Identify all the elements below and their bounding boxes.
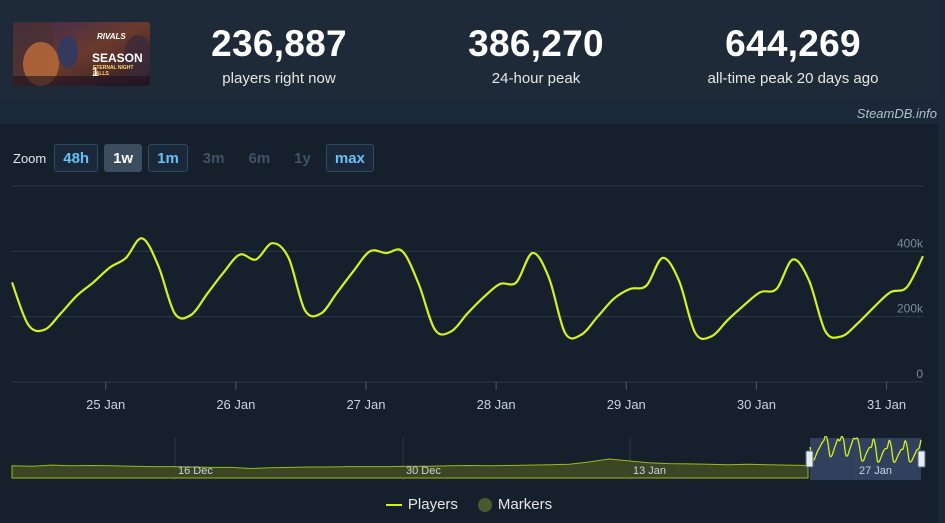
stat-value: 644,269 <box>725 23 861 64</box>
zoom-6m-button: 6m <box>248 149 271 167</box>
x-tick-label: 26 Jan <box>216 397 255 412</box>
banner-subtitle: ETERNAL NIGHT FALLS <box>93 65 134 77</box>
navigator-right-handle[interactable] <box>917 450 926 468</box>
range-navigator[interactable]: 16 Dec 30 Dec 13 Jan 27 Jan <box>0 436 945 482</box>
stat-all-time-peak: 644,269 all-time peak 20 days ago <box>673 23 913 88</box>
chart-grid <box>12 185 923 383</box>
x-tick-label: 29 Jan <box>607 397 646 412</box>
navigator-selection-line <box>809 436 922 463</box>
y-tick-label: 200k <box>897 302 924 316</box>
x-tick-label: 31 Jan <box>867 397 906 412</box>
banner-title: SEASON 1 <box>92 51 143 79</box>
zoom-1m-button[interactable]: 1m <box>148 144 188 172</box>
chart-legend: Players Markers <box>0 496 938 513</box>
stats-header: RIVALS SEASON 1 ETERNAL NIGHT FALLS 236,… <box>0 0 938 101</box>
legend-markers-label: Markers <box>497 496 553 513</box>
navigator-label: 27 Jan <box>859 465 892 477</box>
y-tick-label: 400k <box>897 236 924 250</box>
steamdb-credit-link[interactable]: SteamDB.info <box>856 106 937 121</box>
stat-label: 24-hour peak <box>491 70 581 87</box>
players-series-line <box>10 237 924 341</box>
legend-players-label: Players <box>407 496 458 513</box>
banner-logo: RIVALS <box>97 32 126 41</box>
navigator-area <box>11 458 809 479</box>
zoom-1w-button[interactable]: 1w <box>104 144 143 172</box>
game-banner-art <box>13 22 150 86</box>
x-tick-label: 27 Jan <box>346 397 385 412</box>
zoom-1y-button: 1y <box>294 149 311 167</box>
zoom-max-button[interactable]: max <box>325 144 374 172</box>
stat-label: all-time peak 20 days ago <box>707 70 879 87</box>
navigator-label: 16 Dec <box>178 465 213 477</box>
y-axis-ticks: 0 200k 400k <box>897 236 924 381</box>
zoom-controls: Zoom 48h 1w 1m 3m 6m 1y max <box>13 144 380 172</box>
zoom-label: Zoom <box>13 150 47 166</box>
navigator-label: 13 Jan <box>633 465 666 477</box>
stat-value: 386,270 <box>468 23 604 64</box>
x-tick-label: 30 Jan <box>737 397 776 412</box>
zoom-3m-button: 3m <box>202 149 225 167</box>
x-tick-label: 28 Jan <box>477 397 516 412</box>
y-tick-label: 0 <box>916 367 923 381</box>
legend-dot-icon <box>477 497 492 512</box>
game-banner[interactable]: RIVALS SEASON 1 ETERNAL NIGHT FALLS <box>13 22 150 86</box>
legend-players[interactable]: Players <box>385 496 458 513</box>
stat-value: 236,887 <box>211 23 347 64</box>
stat-current-players: 236,887 players right now <box>159 23 399 88</box>
x-axis-ticks: 25 Jan 26 Jan 27 Jan 28 Jan 29 Jan 30 Jan 31 J… <box>86 382 906 412</box>
stat-24h-peak: 386,270 24-hour peak <box>416 23 656 88</box>
legend-markers[interactable]: Markers <box>477 496 553 513</box>
navigator-left-handle[interactable] <box>805 450 814 468</box>
players-line-chart[interactable]: 0 200k 400k 25 Jan 26 Jan 27 Jan 28 Jan 29 Jan… <box>0 180 945 450</box>
navigator-label: 30 Dec <box>406 465 441 477</box>
x-tick-label: 25 Jan <box>86 397 125 412</box>
navigator-labels: 16 Dec 30 Dec 13 Jan 27 Jan <box>178 465 892 477</box>
legend-line-icon <box>385 503 402 506</box>
stat-label: players right now <box>222 70 336 87</box>
zoom-48h-button[interactable]: 48h <box>54 144 99 172</box>
